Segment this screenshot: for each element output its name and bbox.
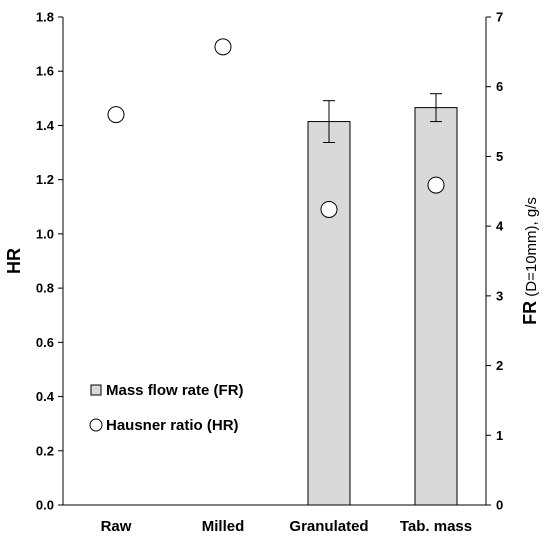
right-tick-label: 4	[496, 219, 504, 234]
legend-bar-label: Mass flow rate (FR)	[106, 382, 244, 399]
legend: Mass flow rate (FR) Hausner ratio (HR)	[89, 382, 244, 434]
right-tick-label: 6	[496, 79, 503, 94]
left-tick-label: 1.2	[36, 172, 54, 187]
errorbars-layer	[323, 93, 442, 143]
hr-point	[214, 38, 232, 56]
left-tick-label: 0.2	[36, 443, 54, 458]
left-axis-title: HR	[4, 248, 24, 274]
right-tick-label: 5	[496, 149, 503, 164]
right-tick-label: 3	[496, 288, 503, 303]
right-tick-label: 0	[496, 498, 503, 513]
right-axis-title: FR (D=10mm), g/s	[520, 197, 540, 325]
points-layer	[107, 38, 445, 218]
axes-layer	[62, 17, 487, 506]
left-tick-label: 1.0	[36, 226, 54, 241]
hr-point	[320, 200, 338, 218]
hr-point	[107, 106, 125, 124]
right-axis-title-rest: (D=10mm), g/s	[523, 197, 540, 301]
left-y-ticks: 0.0 0.2 0.4 0.6 0.8 1.0 1.2 1.4 1.6 1.8	[36, 10, 63, 513]
right-tick-label: 2	[496, 358, 503, 373]
x-category-label: Tab. mass	[400, 518, 472, 535]
right-axis-title-bold: FR	[520, 301, 540, 325]
left-tick-label: 0.0	[36, 498, 54, 513]
bar	[307, 121, 351, 506]
right-y-ticks: 0 1 2 3 4 5 6 7	[486, 10, 504, 513]
left-tick-label: 1.4	[36, 118, 55, 133]
bars-layer	[307, 107, 458, 506]
x-category-labels: Raw Milled Granulated Tab. mass	[101, 518, 473, 535]
x-category-label: Milled	[202, 518, 245, 535]
left-tick-label: 1.8	[36, 10, 54, 25]
x-category-label: Granulated	[289, 518, 368, 535]
x-category-label: Raw	[101, 518, 132, 535]
bar	[414, 107, 458, 506]
legend-circle-marker	[89, 418, 103, 432]
left-tick-label: 0.6	[36, 335, 54, 350]
legend-bar-swatch	[90, 384, 102, 396]
right-tick-label: 7	[496, 10, 503, 25]
left-tick-label: 0.8	[36, 281, 54, 296]
legend-circle-label: Hausner ratio (HR)	[106, 417, 239, 434]
left-tick-label: 0.4	[36, 389, 55, 404]
left-tick-label: 1.6	[36, 64, 54, 79]
right-tick-label: 1	[496, 428, 503, 443]
hr-point	[427, 176, 445, 194]
